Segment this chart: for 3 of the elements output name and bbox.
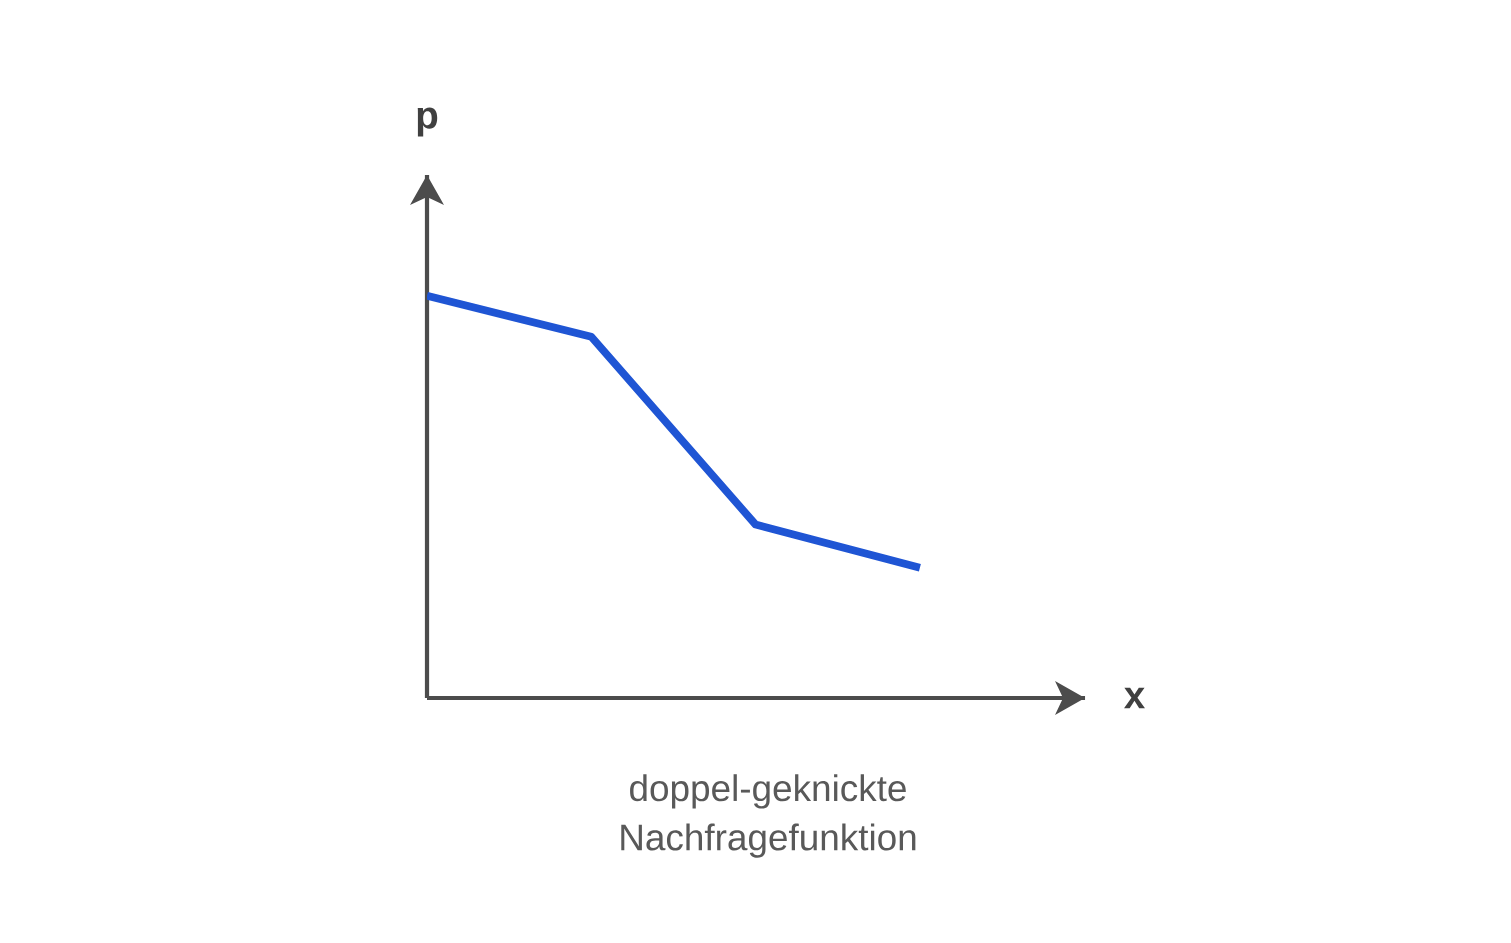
y-axis-title: p (417, 107, 438, 137)
text: doppel-geknickte Nachfragefunktion (621, 774, 916, 858)
x-axis-title: x (1124, 687, 1145, 709)
